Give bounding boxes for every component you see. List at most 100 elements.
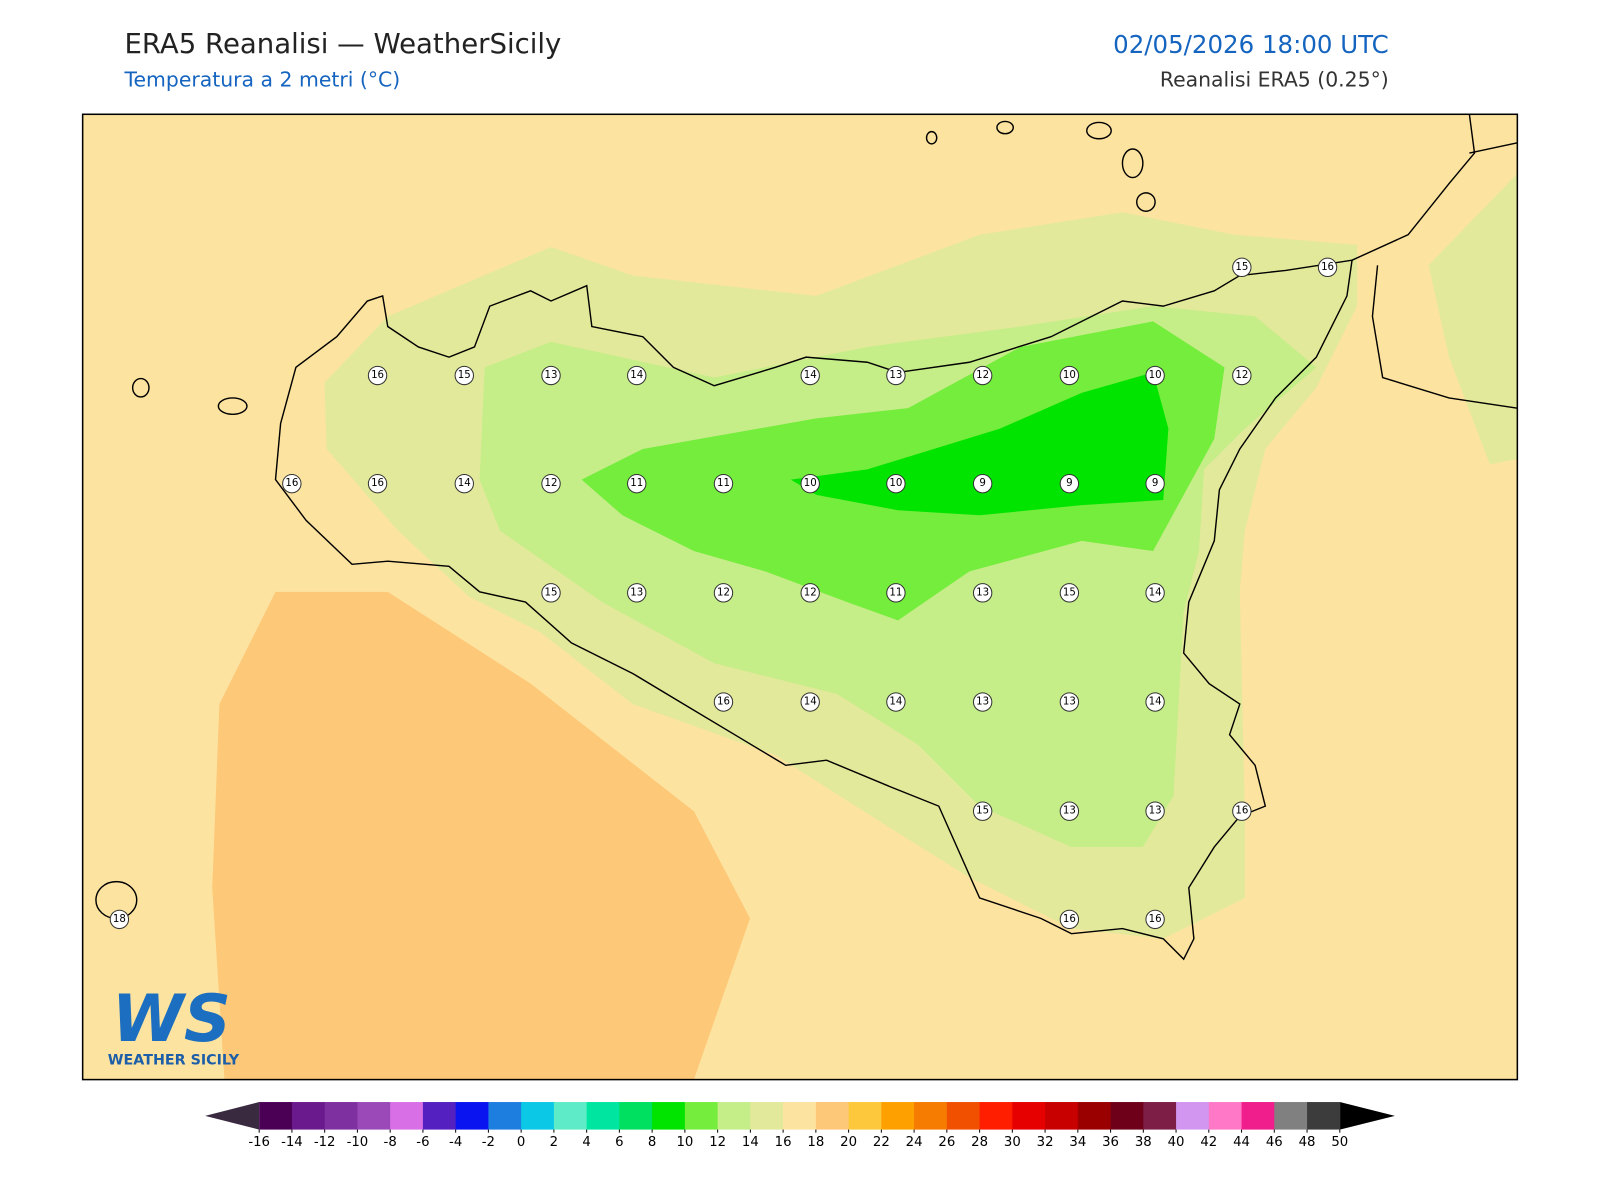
station-marker — [886, 692, 906, 712]
island — [131, 377, 150, 398]
colorbar-segment — [717, 1102, 751, 1130]
colorbar-segment — [783, 1102, 817, 1130]
colorbar-label: 48 — [1299, 1135, 1316, 1150]
calabria-coast — [1351, 114, 1476, 261]
station-marker — [1232, 365, 1252, 386]
station-marker — [541, 365, 561, 386]
colorbar-label: 38 — [1135, 1135, 1152, 1150]
colorbar-label: 50 — [1331, 1135, 1348, 1150]
colorbar-label: 22 — [873, 1135, 890, 1150]
station-marker — [1145, 692, 1165, 712]
station-value: 9 — [1152, 478, 1158, 489]
station-marker — [627, 583, 647, 603]
station-value: 13 — [545, 370, 558, 381]
station-value: 15 — [545, 587, 558, 598]
colorbar-segment — [1176, 1102, 1210, 1130]
station-value: 16 — [717, 697, 730, 708]
station-value: 10 — [1063, 370, 1076, 381]
colorbar-label: 44 — [1233, 1135, 1250, 1150]
station-value: 13 — [976, 697, 989, 708]
colorbar-under — [205, 1102, 260, 1130]
station-value: 14 — [889, 697, 902, 708]
station-value: 13 — [630, 587, 643, 598]
colorbar-label: 6 — [615, 1135, 623, 1150]
colorbar-label: 8 — [648, 1135, 656, 1150]
colorbar-label: 46 — [1266, 1135, 1283, 1150]
station-marker — [1145, 801, 1165, 821]
colorbar-segment — [291, 1102, 326, 1130]
station-marker — [454, 473, 474, 494]
colorbar-segment — [422, 1102, 457, 1130]
colorbar-label: 24 — [906, 1135, 923, 1150]
logo-name: WEATHER SICILY — [108, 1052, 240, 1068]
colorbar: -16 -14 -12 -10 -8 -6 -4 -2 0 2 4 6 8 10 12 14 16 18 20 22 2… — [205, 1102, 1395, 1150]
station-marker — [713, 583, 734, 603]
station-marker — [800, 583, 820, 603]
colorbar-label: 36 — [1102, 1135, 1119, 1150]
colorbar-label: 0 — [517, 1135, 525, 1150]
colorbar-label: 10 — [676, 1135, 693, 1150]
colorbar-segment — [455, 1102, 489, 1130]
colorbar-segment — [946, 1102, 981, 1130]
station-value: 10 — [1149, 370, 1162, 381]
colorbar-label: -10 — [347, 1135, 369, 1150]
station-value: 12 — [804, 587, 817, 598]
station-value: 13 — [1063, 806, 1076, 817]
station-value: 16 — [1149, 914, 1162, 925]
station-value: 14 — [804, 370, 817, 381]
colorbar-segment — [619, 1102, 653, 1130]
station-value: 10 — [889, 478, 902, 489]
station-value: 16 — [1321, 262, 1334, 273]
station-value: 13 — [976, 587, 989, 598]
station-marker — [713, 473, 734, 494]
station-marker — [1232, 801, 1252, 821]
colorbar-segment — [1241, 1102, 1275, 1130]
colorbar-segment — [914, 1102, 948, 1130]
colorbar-segment — [586, 1102, 620, 1130]
colorbar-over — [1339, 1102, 1395, 1130]
station-value: 11 — [717, 478, 730, 489]
colorbar-label: -4 — [449, 1135, 462, 1150]
station-value: 15 — [976, 806, 989, 817]
station-value: 16 — [285, 478, 298, 489]
logo: WS WEATHER SICILY — [108, 981, 240, 1068]
station-marker — [1317, 257, 1338, 278]
station-value: 16 — [371, 478, 384, 489]
colorbar-segment — [1077, 1102, 1112, 1130]
colorbar-segment — [1045, 1102, 1079, 1130]
station-marker — [367, 473, 388, 494]
station-marker — [1059, 365, 1080, 386]
station-value: 11 — [630, 478, 643, 489]
colorbar-segment — [357, 1102, 391, 1130]
colorbar-segment — [553, 1102, 588, 1130]
station-marker — [800, 365, 820, 386]
colorbar-label: -14 — [281, 1135, 303, 1150]
station-marker — [972, 365, 993, 386]
station-value: 14 — [458, 478, 471, 489]
station-value: 15 — [1063, 587, 1076, 598]
colorbar-label: 30 — [1004, 1135, 1021, 1150]
colorbar-segment — [1307, 1102, 1341, 1130]
station-value: 18 — [113, 914, 126, 925]
station-value: 14 — [1149, 697, 1162, 708]
colorbar-label: 2 — [550, 1135, 558, 1150]
station-marker — [367, 365, 388, 386]
colorbar-label: -6 — [416, 1135, 429, 1150]
colorbar-segment — [1208, 1102, 1243, 1130]
station-value: 12 — [545, 478, 558, 489]
station-marker — [972, 801, 993, 821]
colorbar-label: 40 — [1168, 1135, 1185, 1150]
station-value: 16 — [371, 370, 384, 381]
station-value: 14 — [1149, 587, 1162, 598]
island — [1086, 121, 1112, 140]
station-marker — [454, 365, 474, 386]
temperature-band — [212, 591, 751, 1080]
station-marker — [541, 473, 561, 494]
station-value: 9 — [1066, 478, 1072, 489]
datetime: 02/05/2026 18:00 UTC — [1113, 30, 1389, 59]
colorbar-label: -2 — [482, 1135, 495, 1150]
coastlines — [95, 114, 1518, 961]
colorbar-segment — [1274, 1102, 1308, 1130]
station-marker — [1059, 692, 1080, 712]
